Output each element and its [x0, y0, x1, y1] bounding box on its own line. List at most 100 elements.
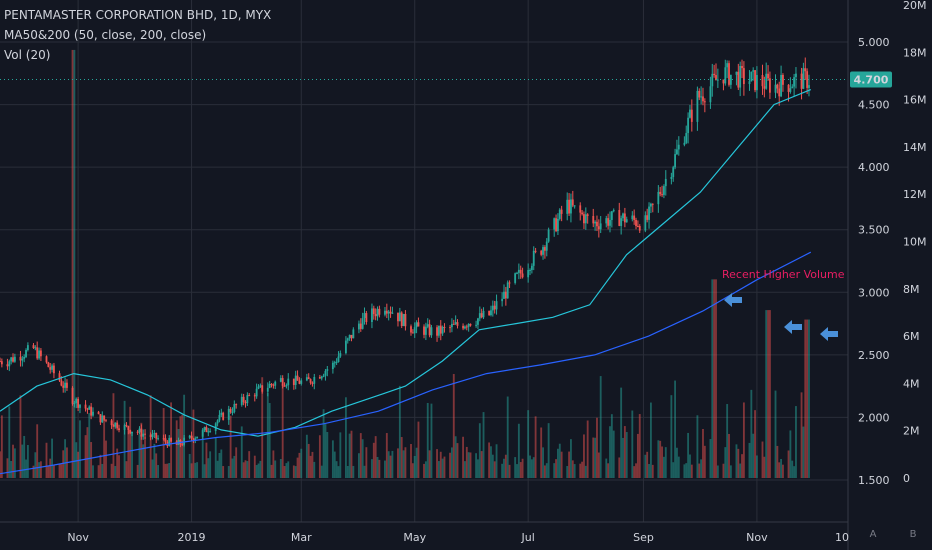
candle-body — [703, 101, 706, 103]
volume-bar — [248, 451, 251, 478]
candle-body — [296, 375, 299, 381]
volume-bar — [633, 466, 636, 478]
volume-bar — [739, 463, 742, 478]
candle-body — [99, 414, 102, 423]
volume-bar — [683, 464, 686, 478]
candle-body — [517, 269, 520, 273]
candle-body — [795, 73, 797, 78]
candle-body — [417, 322, 420, 327]
volume-bar — [371, 459, 373, 478]
candle-body — [625, 219, 628, 223]
volume-bar — [761, 441, 764, 478]
volume-bar — [555, 459, 557, 478]
candle-body — [742, 68, 745, 85]
volume-bar — [75, 442, 78, 478]
volume-bar — [709, 439, 712, 478]
candle-body — [464, 326, 466, 329]
volume-bar — [352, 465, 355, 478]
volume-bar — [651, 464, 654, 478]
volume-bar — [220, 449, 223, 478]
volume-bar — [389, 455, 392, 478]
volume-bar — [478, 423, 481, 478]
volume-bar — [12, 444, 14, 478]
candle-body — [441, 326, 444, 334]
candle-body — [23, 356, 26, 359]
candle-body — [246, 395, 249, 404]
volume-tick-label: 0 — [903, 472, 910, 485]
candle-body — [339, 353, 342, 357]
candle-body — [467, 323, 470, 327]
candle-body — [136, 431, 139, 433]
candle-body — [700, 96, 703, 98]
volume-bar — [529, 455, 531, 478]
candle-body — [428, 324, 431, 336]
volume-bar — [318, 435, 321, 478]
candle-body — [488, 310, 491, 316]
candle-body — [663, 186, 665, 195]
bar-mode-button[interactable]: B — [909, 529, 917, 540]
candle-body — [21, 358, 24, 361]
candle-body — [638, 226, 641, 231]
volume-indicator-label[interactable]: Vol (20) — [4, 48, 51, 62]
price-tick-label: 2.000 — [858, 411, 890, 424]
candle-body — [363, 313, 366, 319]
volume-bar — [296, 457, 299, 478]
volume-bar — [724, 447, 727, 478]
candle-body — [49, 367, 52, 370]
volume-bar — [32, 465, 35, 478]
candle-body — [661, 194, 663, 196]
volume-bar — [34, 452, 37, 478]
volume-bar — [365, 447, 368, 478]
candle-body — [201, 430, 204, 437]
auto-scale-button[interactable]: A — [869, 529, 877, 540]
candle-body — [36, 347, 39, 359]
candle-body — [677, 144, 680, 150]
volume-bar — [257, 463, 260, 478]
volume-bar — [674, 380, 677, 478]
volume-bar — [294, 466, 297, 478]
volume-bar — [748, 442, 751, 478]
candle-body — [750, 71, 753, 82]
candle-body — [298, 380, 301, 384]
volume-bar — [441, 458, 444, 478]
candle-body — [782, 74, 784, 85]
volume-bar — [672, 462, 675, 478]
price-tick-label: 4.000 — [858, 161, 890, 174]
volume-bar — [804, 319, 807, 478]
volume-bar — [51, 438, 53, 478]
candle-body — [84, 404, 87, 409]
volume-bar — [53, 464, 55, 478]
candle-body — [168, 438, 171, 446]
candle-body — [389, 311, 392, 314]
volume-bar — [776, 445, 779, 478]
candle-body — [478, 313, 481, 319]
volume-bar — [532, 457, 535, 478]
volume-bar — [728, 433, 730, 478]
volume-bar — [84, 435, 87, 478]
candle-body — [8, 361, 11, 367]
volume-bar — [209, 451, 212, 478]
volume-bar — [605, 458, 608, 478]
volume-arrow-icon — [784, 320, 802, 334]
candle-body — [235, 404, 238, 406]
volume-bar — [110, 463, 113, 478]
candle-body — [560, 209, 563, 214]
candle-body — [755, 74, 758, 91]
volume-bar — [203, 464, 206, 478]
volume-bar — [635, 463, 637, 478]
candle-body — [404, 313, 407, 327]
volume-tick-label: 10M — [903, 236, 927, 249]
candle-body — [618, 210, 621, 226]
volume-bar — [767, 310, 769, 478]
candle-body — [387, 311, 390, 314]
candle-body — [729, 74, 732, 85]
ma-indicator-label[interactable]: MA50&200 (50, close, 200, close) — [4, 28, 207, 42]
candle-body — [153, 432, 156, 435]
volume-tick-label: 4M — [903, 377, 920, 390]
volume-bar — [774, 390, 777, 478]
candle-body — [800, 73, 803, 89]
volume-bar — [508, 464, 511, 478]
time-tick-label: Mar — [291, 531, 312, 544]
volume-bar — [101, 463, 104, 478]
